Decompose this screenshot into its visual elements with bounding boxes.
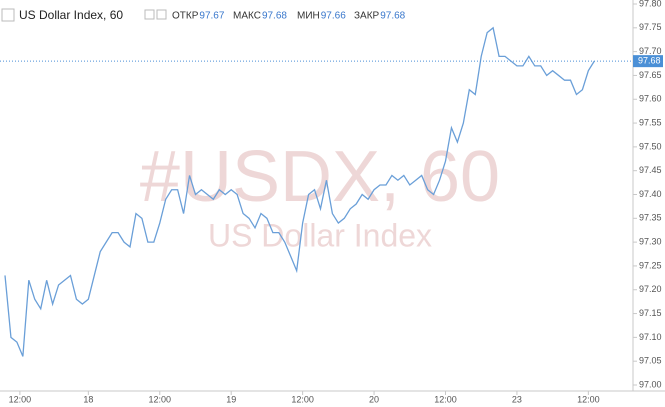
y-tick-label: 97.65	[639, 70, 662, 80]
ohlc-value: 97.68	[262, 11, 287, 22]
icon[interactable]	[144, 9, 155, 20]
last-price-tag	[633, 55, 663, 68]
watermark: #USDX, 60	[140, 137, 500, 217]
y-tick-label: 97.25	[639, 260, 662, 270]
y-tick-label: 97.35	[639, 213, 662, 223]
price-line	[4, 26, 595, 357]
y-tick-label: 97.00	[639, 379, 662, 389]
x-tick-label: 12:00	[434, 394, 457, 404]
ohlc-label: МАКС	[233, 11, 261, 22]
x-tick-label: 19	[226, 394, 236, 404]
watermark-subtitle: US Dollar Index	[208, 217, 432, 253]
x-tick-label: 12:00	[9, 394, 32, 404]
y-tick-label: 97.60	[639, 94, 662, 104]
y-tick-label: 97.55	[639, 117, 662, 127]
ohlc-value: 97.66	[321, 11, 346, 22]
x-tick-label: 12:00	[149, 394, 172, 404]
collapse-icon[interactable]	[1, 8, 15, 22]
ohlc-value: 97.67	[199, 11, 224, 22]
y-tick-label: 97.10	[639, 332, 662, 342]
ohlc-value: 97.68	[380, 11, 405, 22]
y-tick-label: 97.45	[639, 165, 662, 175]
y-tick-label: 97.75	[639, 22, 662, 32]
ohlc-label: ОТКР	[172, 11, 199, 22]
x-tick-label: 18	[83, 394, 93, 404]
icon[interactable]	[156, 9, 167, 20]
y-tick-label: 97.40	[639, 189, 662, 199]
y-tick-label: 97.20	[639, 284, 662, 294]
y-tick-label: 97.30	[639, 237, 662, 247]
y-tick-label: 97.15	[639, 308, 662, 318]
ohlc-label: МИН	[297, 11, 320, 22]
y-tick-label: 97.05	[639, 356, 662, 366]
x-tick-label: 20	[369, 394, 379, 404]
last-price-label: 97.68	[638, 56, 661, 66]
y-tick-label: 97.80	[639, 0, 662, 8]
y-tick-label: 97.70	[639, 46, 662, 56]
x-tick-label: 23	[512, 394, 522, 404]
y-tick-label: 97.50	[639, 141, 662, 151]
x-tick-label: 12:00	[577, 394, 600, 404]
ohlc-legend: ОТКР 97.67 МАКС 97.68 МИН 97.66 ЗАКР 97.68	[172, 11, 406, 22]
ohlc-label: ЗАКР	[354, 11, 380, 22]
chart-title: US Dollar Index, 60	[19, 8, 123, 22]
x-tick-label: 12:00	[291, 394, 314, 404]
